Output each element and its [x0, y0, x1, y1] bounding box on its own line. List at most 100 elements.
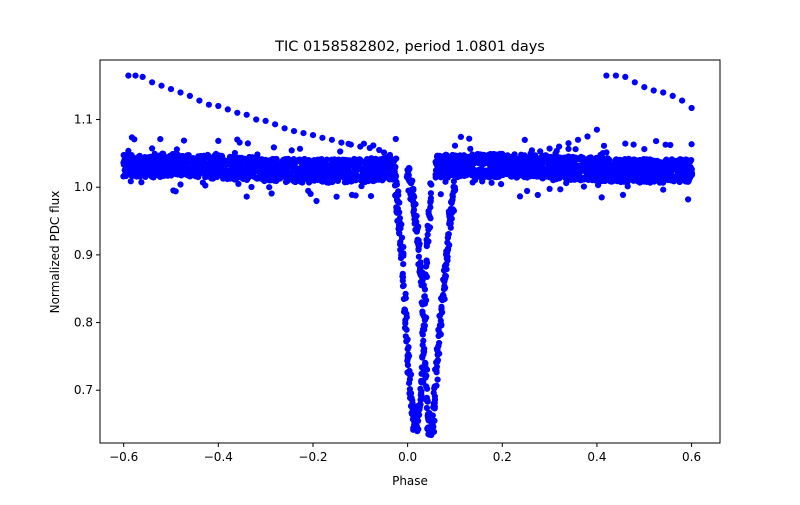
- y-tick-label: 1.0: [74, 180, 93, 194]
- data-point: [395, 192, 402, 199]
- data-point: [202, 182, 209, 189]
- data-point: [398, 251, 405, 258]
- data-point: [457, 133, 464, 140]
- data-point: [467, 145, 474, 152]
- data-point: [398, 234, 406, 241]
- data-point: [125, 72, 132, 79]
- data-point: [420, 337, 427, 344]
- data-point: [431, 393, 438, 400]
- y-tick-label: 0.8: [74, 316, 93, 330]
- data-point: [449, 206, 457, 213]
- data-point: [404, 362, 411, 369]
- data-point: [427, 198, 434, 205]
- data-point: [442, 284, 449, 291]
- data-point: [419, 331, 426, 338]
- data-point: [438, 303, 445, 310]
- data-point: [288, 147, 295, 154]
- data-point: [253, 116, 260, 123]
- data-point: [479, 178, 486, 185]
- data-point: [433, 363, 440, 370]
- data-point: [415, 242, 422, 250]
- data-point: [172, 188, 179, 195]
- data-point: [423, 257, 430, 264]
- data-point: [177, 181, 184, 188]
- data-point: [185, 152, 192, 159]
- data-point: [498, 181, 505, 188]
- data-point: [186, 92, 193, 99]
- data-point: [414, 417, 421, 424]
- data-point: [138, 179, 145, 186]
- data-point: [650, 87, 657, 94]
- data-point: [244, 140, 251, 147]
- data-point: [296, 145, 304, 152]
- data-point: [391, 182, 399, 189]
- data-point: [546, 185, 553, 192]
- data-point: [266, 184, 273, 191]
- data-point: [347, 141, 354, 148]
- data-point: [196, 97, 203, 104]
- data-point: [667, 141, 674, 149]
- data-point: [424, 231, 431, 238]
- data-point: [619, 191, 627, 198]
- data-point: [412, 201, 419, 208]
- data-point: [272, 121, 279, 128]
- data-point: [404, 166, 411, 174]
- data-point: [425, 210, 432, 217]
- data-point: [177, 89, 184, 96]
- data-point: [436, 339, 443, 347]
- data-point: [419, 310, 426, 317]
- data-point: [236, 139, 243, 146]
- data-point: [420, 282, 427, 289]
- data-point: [499, 155, 506, 162]
- data-point: [422, 263, 429, 270]
- data-point: [403, 338, 410, 345]
- data-point: [572, 146, 579, 153]
- data-point: [429, 422, 437, 429]
- data-point: [603, 72, 610, 79]
- data-point: [127, 178, 134, 185]
- x-tick-label: 0.2: [493, 450, 512, 464]
- data-point: [527, 150, 534, 157]
- data-point: [480, 158, 487, 165]
- data-point: [367, 193, 375, 200]
- data-point: [444, 249, 451, 256]
- data-point: [653, 138, 660, 145]
- data-point: [395, 222, 403, 229]
- data-point: [442, 273, 449, 280]
- data-point: [418, 299, 425, 306]
- data-point: [448, 215, 455, 222]
- data-point: [432, 167, 440, 174]
- data-point: [400, 261, 407, 268]
- data-point: [337, 148, 344, 155]
- data-point: [416, 405, 423, 412]
- data-point: [407, 371, 415, 378]
- data-point: [598, 194, 605, 201]
- data-point: [537, 148, 544, 155]
- data-point: [508, 153, 515, 160]
- data-point: [424, 397, 431, 404]
- data-point: [565, 145, 572, 152]
- data-point: [402, 295, 409, 302]
- x-axis: −0.6 −0.4 −0.2 0.0 0.2 0.4 0.6: [109, 443, 701, 464]
- data-point: [268, 190, 275, 197]
- y-axis: 0.7 0.8 0.9 1.0 1.1: [74, 113, 100, 397]
- data-point: [603, 149, 610, 156]
- data-point: [679, 97, 686, 104]
- data-point: [630, 141, 637, 148]
- data-point: [358, 183, 365, 190]
- data-point: [399, 277, 406, 284]
- data-point: [461, 161, 468, 168]
- data-point: [158, 82, 165, 89]
- data-point: [338, 139, 345, 146]
- data-point: [386, 151, 393, 159]
- data-point: [428, 181, 435, 188]
- data-point: [235, 180, 242, 187]
- x-tick-label: 0.0: [398, 450, 417, 464]
- data-point: [427, 190, 434, 197]
- x-tick-label: −0.4: [204, 450, 233, 464]
- data-point: [393, 196, 401, 204]
- data-point: [565, 140, 572, 147]
- data-point: [392, 172, 399, 179]
- data-point: [180, 137, 188, 144]
- data-point: [307, 190, 314, 197]
